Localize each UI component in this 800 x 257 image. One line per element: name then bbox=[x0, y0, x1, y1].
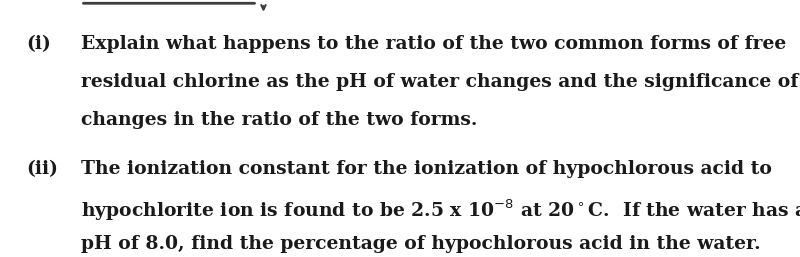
Text: hypochlorite ion is found to be 2.5 x 10$^{-8}$ at 20$^\circ$C.  If the water ha: hypochlorite ion is found to be 2.5 x 10… bbox=[81, 198, 800, 223]
Text: (ii): (ii) bbox=[26, 160, 58, 178]
Text: Explain what happens to the ratio of the two common forms of free: Explain what happens to the ratio of the… bbox=[81, 35, 786, 53]
Text: residual chlorine as the pH of water changes and the significance of: residual chlorine as the pH of water cha… bbox=[81, 73, 798, 91]
Text: The ionization constant for the ionization of hypochlorous acid to: The ionization constant for the ionizati… bbox=[81, 160, 771, 178]
Text: changes in the ratio of the two forms.: changes in the ratio of the two forms. bbox=[81, 111, 477, 129]
Text: pH of 8.0, find the percentage of hypochlorous acid in the water.: pH of 8.0, find the percentage of hypoch… bbox=[81, 235, 760, 253]
Text: (i): (i) bbox=[26, 35, 50, 53]
